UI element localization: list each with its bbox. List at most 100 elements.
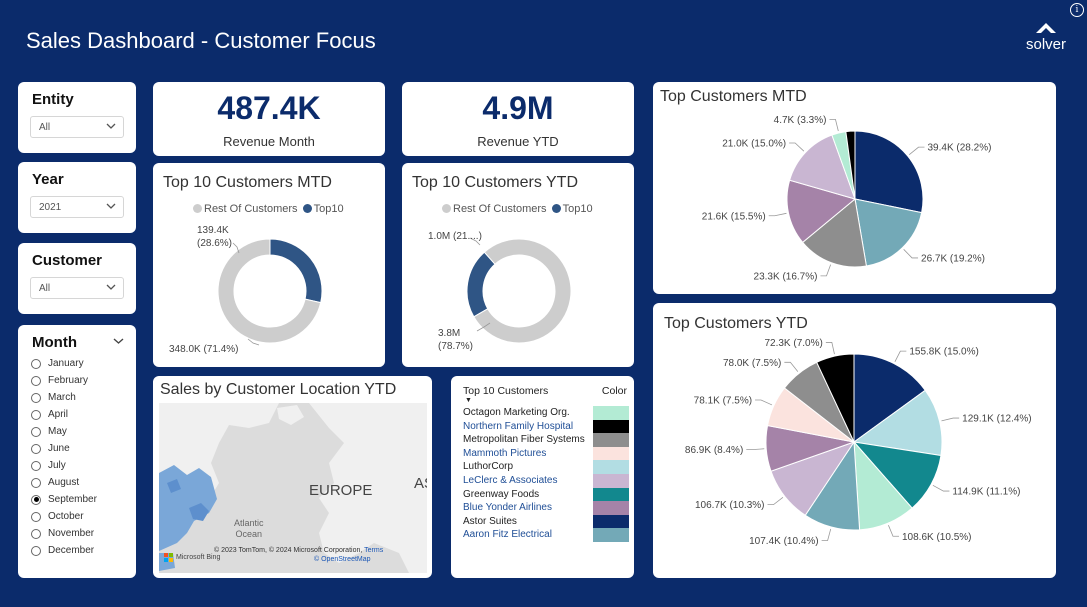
table-row[interactable]: Greenway Foods — [461, 487, 629, 502]
leader-line — [820, 264, 832, 277]
pie-slice[interactable] — [852, 389, 943, 457]
month-option-label: August — [48, 477, 80, 488]
solver-logo: solver — [1021, 22, 1071, 53]
radio-icon[interactable] — [31, 460, 41, 471]
pie-slice[interactable] — [269, 238, 323, 304]
pie-data-label: 129.1K (12.4%) — [962, 414, 1032, 425]
table-row[interactable]: Blue Yonder Airlines — [461, 501, 629, 515]
month-option[interactable]: March — [31, 389, 97, 406]
table-row[interactable]: Mammoth Pictures — [461, 446, 629, 461]
month-option[interactable]: July — [31, 457, 97, 474]
pie-slice[interactable] — [789, 134, 856, 200]
radio-icon[interactable] — [31, 375, 41, 386]
month-option[interactable]: February — [31, 372, 97, 389]
customer-name-cell: Greenway Foods — [463, 488, 540, 500]
pie-data-label: 26.7K (19.2%) — [921, 253, 985, 264]
map-label-atlantic: Atlantic — [234, 518, 264, 528]
month-option[interactable]: January — [31, 355, 97, 372]
radio-icon[interactable] — [31, 358, 41, 369]
month-slicer: Month January February March April May June Ju… — [18, 325, 136, 578]
entity-dropdown[interactable]: All — [30, 116, 124, 138]
month-option[interactable]: May — [31, 423, 97, 440]
col-header-customers[interactable]: Top 10 Customers — [463, 385, 549, 397]
month-option-label: September — [48, 494, 97, 505]
pie-slice[interactable] — [816, 353, 855, 443]
month-option[interactable]: August — [31, 474, 97, 491]
map-label-asia: AS — [414, 475, 427, 492]
leader-line — [746, 448, 765, 451]
donut-ytd-chart — [466, 237, 572, 344]
col-header-color[interactable]: Color — [601, 385, 627, 397]
map-terms-link[interactable]: Terms — [364, 547, 384, 554]
month-option-label: February — [48, 375, 89, 386]
pie-slice[interactable] — [854, 130, 924, 214]
map-label-europe: EUROPE — [309, 482, 373, 499]
pie-slice[interactable] — [801, 198, 867, 268]
month-option[interactable]: June — [31, 440, 97, 457]
chevron-down-icon[interactable] — [113, 337, 124, 345]
table-row[interactable]: Octagon Marketing Org. — [461, 406, 629, 420]
customer-name-cell: Astor Suites — [463, 515, 517, 527]
radio-icon[interactable] — [31, 477, 41, 488]
table-row[interactable]: Astor Suites — [461, 514, 629, 529]
table-row[interactable]: Aaron Fitz Electrical — [461, 528, 629, 542]
month-option[interactable]: December — [31, 542, 97, 559]
pie-slice[interactable] — [466, 251, 496, 318]
radio-icon[interactable] — [31, 511, 41, 522]
legend-dot-rest — [193, 204, 202, 213]
pie-data-label: 86.9K (8.4%) — [685, 445, 743, 456]
radio-icon[interactable] — [31, 545, 41, 556]
legend-dot-rest — [442, 204, 451, 213]
year-slicer-title: Year — [32, 171, 64, 188]
chevron-down-icon — [106, 284, 116, 290]
osm-link[interactable]: © OpenStreetMap — [314, 556, 371, 563]
logo-text: solver — [1025, 36, 1066, 53]
pie-slice[interactable] — [845, 130, 856, 200]
month-option[interactable]: November — [31, 525, 97, 542]
map-landmass — [159, 403, 427, 573]
sort-desc-icon[interactable]: ▼ — [465, 397, 472, 404]
pie-slice[interactable] — [854, 198, 923, 267]
radio-icon[interactable] — [31, 443, 41, 454]
customer-dropdown-value: All — [39, 283, 51, 294]
pie-slice[interactable] — [786, 179, 857, 244]
table-row[interactable]: LuthorCorp — [461, 460, 629, 474]
leader-line — [767, 496, 784, 506]
customer-location-map[interactable]: EUROPE AS Atlantic Ocean Microsoft Bing … — [159, 403, 427, 573]
donut-ytd-rest-pct: (78.7%) — [438, 341, 474, 352]
pie-slice[interactable] — [853, 353, 926, 443]
entity-dropdown-value: All — [39, 122, 51, 133]
pie-slice[interactable] — [217, 238, 322, 344]
pie-data-label: 107.4K (10.4%) — [749, 536, 819, 547]
pie-data-label: 4.7K (3.3%) — [774, 115, 827, 126]
donut-mtd-top10-value: 139.4K — [197, 225, 229, 236]
table-row[interactable]: LeClerc & Associates — [461, 473, 629, 488]
table-row[interactable]: Northern Family Hospital — [461, 419, 629, 434]
leader-line — [247, 338, 260, 346]
customer-name-cell: Mammoth Pictures — [463, 447, 547, 459]
year-dropdown-value: 2021 — [39, 202, 62, 213]
radio-icon[interactable] — [31, 528, 41, 539]
customer-name-cell: Metropolitan Fiber Systems — [463, 434, 585, 446]
customer-dropdown[interactable]: All — [30, 277, 124, 299]
donut-mtd-rest-label: 348.0K (71.4%) — [169, 344, 239, 355]
month-option[interactable]: October — [31, 508, 97, 525]
radio-icon[interactable] — [31, 392, 41, 403]
month-option[interactable]: September — [31, 491, 97, 508]
leader-line — [903, 249, 919, 259]
entity-slicer: Entity All — [18, 82, 136, 153]
legend-rest-label: Rest Of Customers — [453, 203, 547, 215]
table-row[interactable]: Metropolitan Fiber Systems — [461, 433, 629, 447]
month-option[interactable]: April — [31, 406, 97, 423]
year-dropdown[interactable]: 2021 — [30, 196, 124, 218]
color-swatch-cell — [593, 487, 629, 502]
month-option-label: July — [48, 460, 66, 471]
pie-slice[interactable] — [473, 238, 572, 344]
radio-icon[interactable] — [31, 409, 41, 420]
radio-icon[interactable] — [31, 494, 41, 505]
solver-logo-icon — [1036, 23, 1056, 33]
leader-line — [789, 142, 805, 152]
radio-icon[interactable] — [31, 426, 41, 437]
info-icon[interactable]: i — [1070, 3, 1084, 17]
dashboard-title: Sales Dashboard - Customer Focus — [26, 28, 376, 53]
